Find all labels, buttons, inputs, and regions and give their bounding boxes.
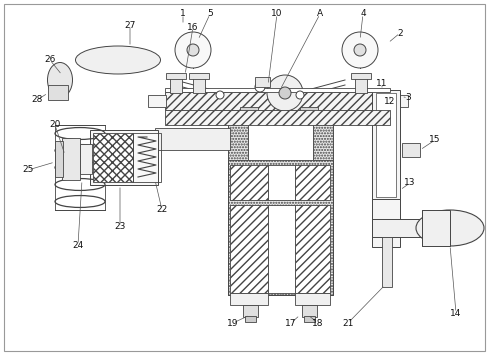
Bar: [164, 110, 389, 125]
Bar: [90, 130, 158, 185]
Text: 2: 2: [396, 28, 402, 38]
Bar: [371, 199, 399, 247]
Ellipse shape: [75, 46, 160, 74]
Bar: [55, 141, 63, 177]
Circle shape: [175, 32, 210, 68]
Bar: [164, 92, 389, 110]
Bar: [375, 93, 395, 197]
Bar: [48, 85, 68, 100]
Text: 23: 23: [114, 223, 125, 231]
Text: 16: 16: [187, 22, 198, 32]
Bar: [227, 105, 332, 295]
Bar: [371, 90, 399, 200]
Circle shape: [266, 75, 303, 111]
Text: 19: 19: [227, 318, 238, 328]
Bar: [229, 293, 267, 305]
Bar: [193, 77, 204, 93]
Bar: [229, 165, 267, 200]
Text: 13: 13: [404, 179, 415, 187]
Text: 1: 1: [180, 10, 185, 18]
Bar: [254, 77, 269, 87]
Bar: [371, 219, 421, 237]
Text: A: A: [316, 10, 323, 18]
Text: 15: 15: [428, 136, 440, 144]
Bar: [381, 237, 391, 287]
Text: 21: 21: [342, 318, 353, 328]
Bar: [294, 165, 329, 200]
Bar: [354, 77, 366, 93]
Bar: [148, 95, 165, 107]
Bar: [267, 165, 294, 200]
Circle shape: [353, 44, 365, 56]
Circle shape: [295, 91, 304, 99]
Bar: [227, 110, 247, 160]
Bar: [227, 105, 332, 295]
Bar: [62, 138, 80, 180]
Bar: [93, 133, 133, 182]
Text: 3: 3: [404, 93, 410, 103]
Text: 5: 5: [207, 10, 212, 18]
Bar: [189, 73, 208, 79]
Circle shape: [341, 32, 377, 68]
Bar: [247, 115, 312, 160]
Text: 24: 24: [72, 240, 83, 250]
Circle shape: [216, 91, 224, 99]
Bar: [165, 73, 185, 79]
Text: 18: 18: [312, 318, 323, 328]
Text: 11: 11: [375, 78, 387, 87]
Text: 10: 10: [271, 10, 282, 18]
Bar: [229, 205, 267, 293]
Bar: [294, 293, 329, 305]
Text: 25: 25: [22, 165, 34, 175]
Text: 20: 20: [49, 120, 61, 130]
Circle shape: [186, 44, 199, 56]
Bar: [299, 107, 317, 115]
Ellipse shape: [415, 210, 483, 246]
Bar: [164, 88, 389, 92]
Text: 26: 26: [44, 55, 56, 65]
Bar: [312, 110, 332, 160]
Ellipse shape: [47, 62, 72, 98]
Bar: [401, 143, 419, 157]
Bar: [421, 210, 449, 246]
Bar: [294, 205, 329, 293]
Bar: [389, 95, 407, 107]
Bar: [243, 305, 258, 317]
Text: 28: 28: [31, 95, 42, 104]
Bar: [133, 133, 161, 182]
Text: 22: 22: [156, 206, 167, 214]
Text: 27: 27: [124, 21, 135, 29]
Bar: [304, 316, 314, 322]
Bar: [80, 144, 92, 174]
Bar: [302, 305, 316, 317]
Text: 12: 12: [384, 98, 395, 106]
Text: 17: 17: [285, 318, 296, 328]
Circle shape: [279, 87, 290, 99]
Bar: [240, 107, 258, 115]
Bar: [350, 73, 370, 79]
Text: 4: 4: [360, 10, 365, 18]
Bar: [170, 77, 182, 93]
Text: 14: 14: [449, 308, 461, 317]
Circle shape: [254, 82, 264, 92]
Bar: [244, 316, 256, 322]
Bar: [267, 205, 294, 293]
Bar: [155, 128, 229, 150]
